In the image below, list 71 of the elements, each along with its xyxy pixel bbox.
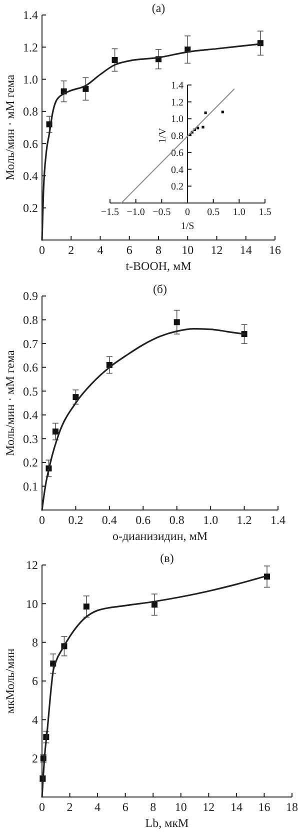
y-tick-label: 8 <box>32 636 38 650</box>
x-tick-label: 2 <box>68 243 74 257</box>
x-tick-label: 0.5 <box>207 207 220 218</box>
chart-title: (в) <box>160 551 174 565</box>
x-tick-label: −0.5 <box>152 207 171 218</box>
y-tick-label: 1.2 <box>171 97 184 108</box>
x-tick-label: 1.0 <box>203 513 218 527</box>
x-axis-title: 1/S <box>180 221 194 232</box>
x-tick-label: 1.2 <box>236 513 252 527</box>
y-tick-label: 0.8 <box>23 312 38 327</box>
x-tick-label: 14 <box>240 243 252 257</box>
y-axis-title: мкМоль/мин <box>3 648 17 714</box>
x-axis-title: o-дианизидин, мМ <box>112 529 208 543</box>
y-tick-label: 2 <box>32 752 38 766</box>
x-tick-label: 1.5 <box>258 207 272 218</box>
y-tick-label: 0.2 <box>171 182 184 193</box>
x-tick-label: 0.6 <box>136 513 151 527</box>
x-tick-label: −1.0 <box>126 207 145 218</box>
y-tick-label: 1.0 <box>23 72 38 86</box>
x-tick-label: 10 <box>182 243 194 257</box>
y-tick-label: 6 <box>32 674 38 688</box>
x-tick-label: −1.5 <box>100 207 120 218</box>
x-tick-label: 0 <box>39 800 45 814</box>
y-tick-label: 0.6 <box>171 148 184 159</box>
x-tick-label: 4 <box>94 800 101 814</box>
y-tick-label: 1.4 <box>171 80 184 92</box>
chart-title: (б) <box>152 282 168 296</box>
y-tick-label: 0.3 <box>23 432 38 446</box>
x-tick-label: 0 <box>39 513 45 527</box>
x-tick-label: 6 <box>126 243 132 257</box>
x-tick-label: 12 <box>202 800 215 814</box>
y-tick-label: 1.0 <box>171 114 184 126</box>
y-axis-title: Моль/мин · мМ гема <box>3 350 17 456</box>
y-tick-label: 0.4 <box>23 168 38 183</box>
y-tick-label: 1.2 <box>23 40 38 54</box>
x-tick-label: 14 <box>230 800 242 814</box>
y-tick-label: 0.5 <box>23 384 38 398</box>
x-tick-label: 0 <box>185 207 190 218</box>
y-axis-title: Моль/мин · мМ гема <box>3 74 17 180</box>
x-tick-label: 1.4 <box>270 513 286 527</box>
x-tick-label: 8 <box>150 800 156 814</box>
x-axis-title: Lb, мкМ <box>145 816 190 830</box>
x-tick-label: 6 <box>122 800 128 814</box>
y-tick-label: 4 <box>32 712 38 727</box>
y-tick-label: 0.6 <box>23 360 38 375</box>
y-tick-label: 1.4 <box>23 8 38 22</box>
x-tick-label: 16 <box>269 243 281 257</box>
y-tick-label: 0.4 <box>23 408 38 422</box>
x-tick-label: 0 <box>39 243 45 257</box>
y-tick-label: 12 <box>26 558 38 572</box>
y-axis-title: 1/V <box>158 127 168 144</box>
y-tick-label: 0.1 <box>23 479 38 494</box>
y-tick-label: 0.4 <box>171 164 184 176</box>
chart-title: (а) <box>152 1 166 15</box>
y-tick-label: 10 <box>26 596 38 611</box>
x-tick-label: 0.2 <box>68 513 84 527</box>
x-tick-label: 2 <box>66 800 73 814</box>
x-tick-label: 18 <box>286 800 298 814</box>
x-tick-label: 1.0 <box>232 207 246 218</box>
y-tick-label: 0.9 <box>23 289 38 304</box>
y-tick-label: 0.8 <box>171 131 184 142</box>
x-tick-label: 12 <box>210 243 223 257</box>
x-tick-label: 0.4 <box>102 513 117 527</box>
y-tick-label: 0.8 <box>23 104 38 119</box>
x-tick-label: 8 <box>156 243 162 257</box>
x-axis-title: t-BOOH, мМ <box>126 259 192 273</box>
y-tick-label: 0.2 <box>23 456 38 470</box>
y-tick-label: 0.6 <box>23 136 38 151</box>
y-tick-label: 0.7 <box>23 336 38 351</box>
x-tick-label: 16 <box>258 800 270 814</box>
x-tick-label: 4 <box>97 243 104 257</box>
